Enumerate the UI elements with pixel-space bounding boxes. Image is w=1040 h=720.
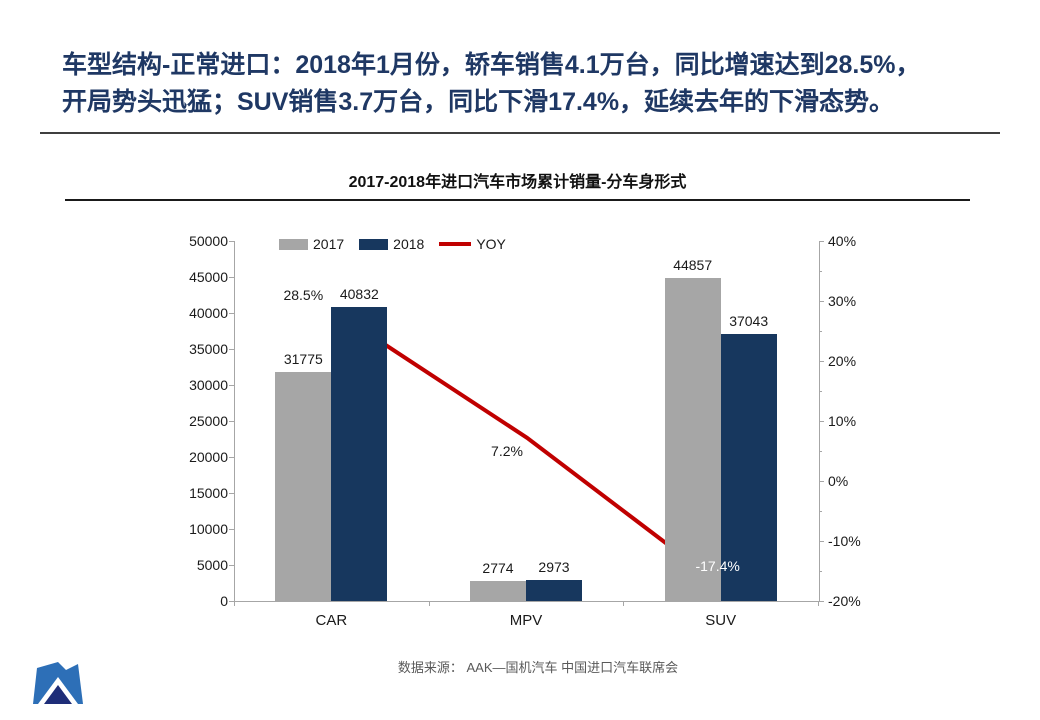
left-axis-tick-mark <box>229 529 234 530</box>
legend-swatch-yoy <box>439 242 472 246</box>
legend-label-yoy: YOY <box>476 236 506 252</box>
right-axis-tick-mark <box>819 241 824 242</box>
bar-value-label: 37043 <box>729 313 769 330</box>
right-axis-tick-label: 40% <box>828 233 857 249</box>
chart-legend: 2017 2018 YOY <box>279 236 516 252</box>
left-axis-tick-mark <box>229 421 234 422</box>
left-axis-tick-label: 5000 <box>196 557 228 573</box>
mountain-logo-icon <box>33 662 83 704</box>
x-axis-tick-mark <box>428 602 430 606</box>
bar-value-label: 2774 <box>482 560 514 577</box>
bar-value-label: 2973 <box>538 558 570 575</box>
left-axis-tick-label: 15000 <box>189 485 228 501</box>
right-axis-tick-mark <box>819 301 824 302</box>
right-axis-minor-tick-mark <box>819 391 822 392</box>
right-axis-minor-tick-mark <box>819 511 822 512</box>
bar-value-label: 44857 <box>673 257 713 274</box>
company-logo <box>29 660 87 707</box>
left-axis-tick-label: 10000 <box>189 521 228 537</box>
legend-label-2017: 2017 <box>313 236 345 252</box>
x-axis-tick-mark <box>234 602 235 606</box>
legend-swatch-2017 <box>279 238 308 250</box>
left-axis-tick-mark <box>229 565 234 566</box>
bar-2018-car <box>331 307 388 601</box>
yoy-value-label: 7.2% <box>491 442 523 459</box>
right-axis-minor-tick-mark <box>819 271 822 272</box>
left-axis-tick-mark <box>229 241 234 242</box>
legend-swatch-2018 <box>359 238 389 250</box>
left-axis-tick-mark <box>229 349 234 350</box>
left-axis-tick-label: 35000 <box>189 341 228 357</box>
bar-value-label: 31775 <box>283 351 323 368</box>
legend-label-2018: 2018 <box>393 236 425 252</box>
right-axis-tick-mark <box>819 481 824 482</box>
left-axis-tick-label: 40000 <box>189 305 228 321</box>
bar-2018-suv <box>720 334 777 601</box>
right-axis-tick-mark <box>819 361 824 362</box>
bar-2017-mpv <box>470 581 526 601</box>
right-axis-tick-label: 10% <box>828 413 857 429</box>
right-axis-tick-mark <box>819 601 824 602</box>
x-axis-tick-mark <box>623 602 625 606</box>
headline-line-1: 车型结构-正常进口：2018年1月份，轿车销售4.1万台，同比增速达到28.5%… <box>62 51 921 79</box>
right-axis-tick-label: 0% <box>828 473 849 489</box>
left-axis-tick-mark <box>229 493 234 494</box>
right-axis-minor-tick-mark <box>819 331 822 332</box>
source-note: 数据来源： AAK—国机汽车 中国进口汽车联席会 <box>397 660 679 675</box>
right-axis-tick-label: 20% <box>828 353 857 369</box>
yoy-value-label: 28.5% <box>283 287 324 303</box>
right-axis-tick-label: -20% <box>828 593 861 609</box>
yoy-value-label: -17.4% <box>695 558 740 575</box>
left-axis-tick-label: 0 <box>220 593 228 609</box>
left-axis-tick-label: 50000 <box>189 233 228 249</box>
bar-2017-suv <box>664 278 721 601</box>
chart-title: 2017-2018年进口汽车市场累计销量-分车身形式 <box>348 174 687 191</box>
left-axis-tick-mark <box>229 601 234 602</box>
left-axis-tick-mark <box>229 277 234 278</box>
left-axis-tick-mark <box>229 313 234 314</box>
category-label-suv: SUV <box>705 612 737 629</box>
slide-headline: 车型结构-正常进口：2018年1月份，轿车销售4.1万台，同比增速达到28.5%… <box>62 47 1002 121</box>
right-axis-tick-label: -10% <box>828 533 861 549</box>
left-axis-tick-label: 45000 <box>189 269 228 285</box>
bar-2017-car <box>275 372 332 601</box>
left-axis-tick-label: 30000 <box>189 377 228 393</box>
category-label-mpv: MPV <box>509 612 543 629</box>
left-axis-tick-mark <box>229 457 234 458</box>
category-label-car: CAR <box>315 612 348 629</box>
left-axis-tick-label: 20000 <box>189 449 228 465</box>
chart-title-divider <box>65 199 970 201</box>
yoy-line <box>331 308 723 587</box>
right-axis-tick-mark <box>819 541 824 542</box>
bar-2018-mpv <box>526 579 582 601</box>
right-axis-tick-label: 30% <box>828 293 857 309</box>
headline-line-2: 开局势头迅猛；SUV销售3.7万台，同比下滑17.4%，延续去年的下滑态势。 <box>62 88 895 116</box>
right-axis-minor-tick-mark <box>819 571 822 572</box>
bar-value-label: 40832 <box>339 286 379 302</box>
right-axis-minor-tick-mark <box>819 451 822 452</box>
x-axis-tick-mark <box>818 602 819 606</box>
left-axis-tick-label: 25000 <box>189 413 228 429</box>
right-axis-tick-mark <box>819 421 824 422</box>
header-divider <box>40 132 1000 134</box>
left-axis-tick-mark <box>229 385 234 386</box>
